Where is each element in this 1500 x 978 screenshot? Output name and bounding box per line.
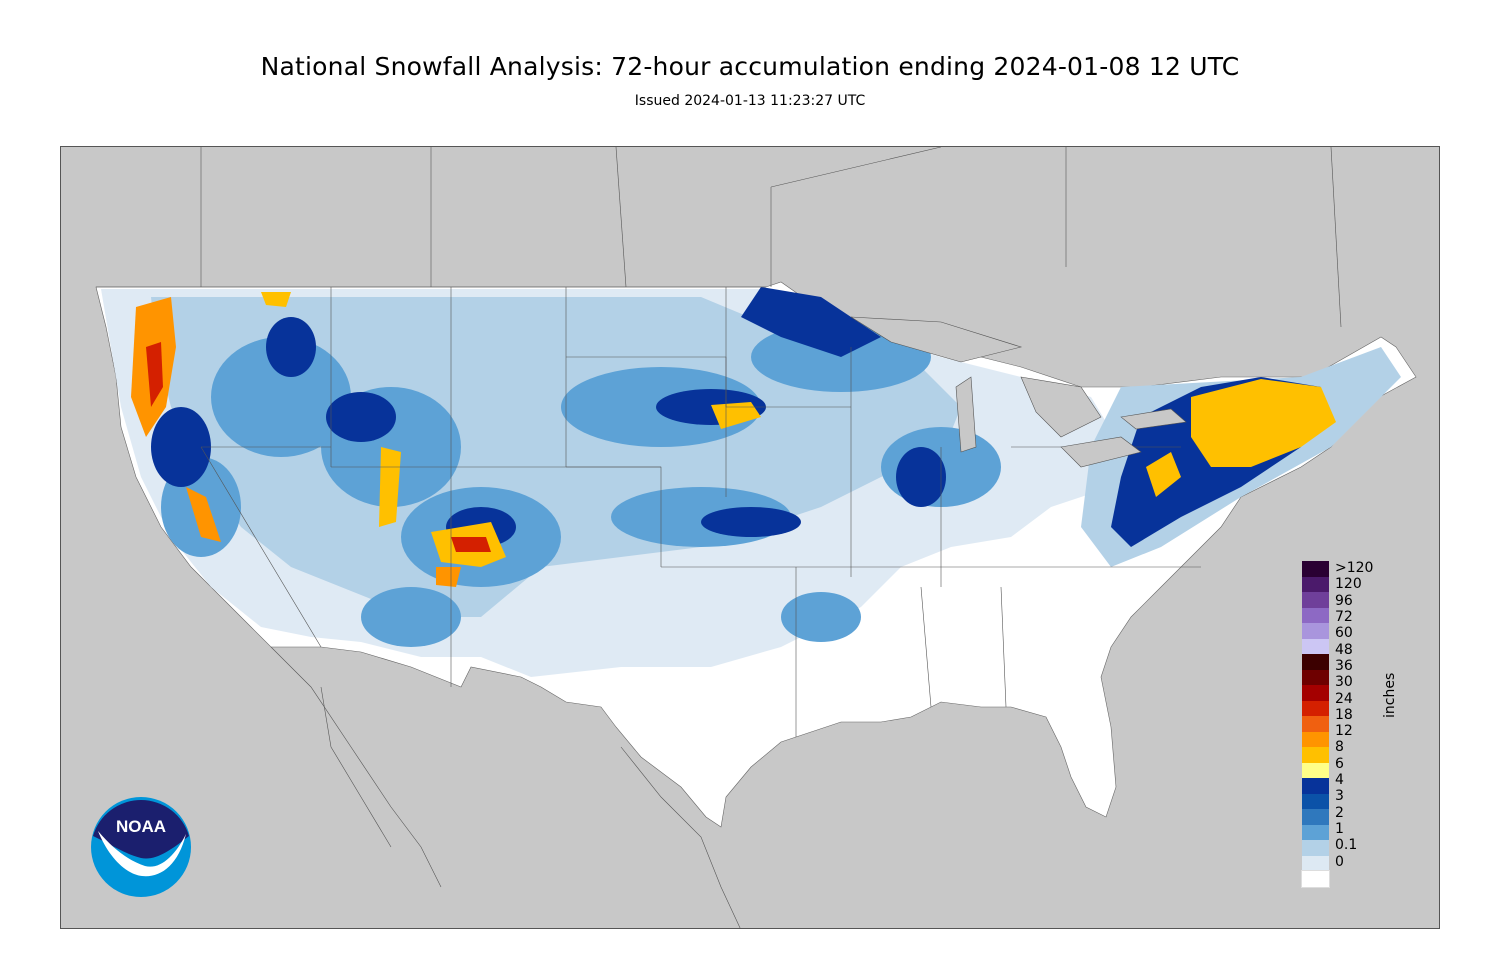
legend-swatch bbox=[1301, 870, 1330, 888]
legend-label: 36 bbox=[1335, 657, 1353, 674]
legend-swatch bbox=[1302, 576, 1329, 593]
legend-swatch bbox=[1302, 607, 1329, 624]
state-borders bbox=[96, 147, 1342, 737]
chart-subtitle: Issued 2024-01-13 11:23:27 UTC bbox=[634, 93, 866, 109]
legend-label: 4 bbox=[1335, 772, 1344, 789]
legend-label: 6 bbox=[1335, 755, 1344, 772]
legend-swatch bbox=[1302, 731, 1329, 748]
snowfall-map bbox=[60, 146, 1440, 929]
legend-label: 18 bbox=[1335, 706, 1353, 723]
chart-title: National Snowfall Analysis: 72-hour accu… bbox=[260, 52, 1240, 81]
legend-swatch bbox=[1302, 700, 1329, 717]
legend-swatch bbox=[1302, 809, 1329, 825]
legend-swatch bbox=[1302, 638, 1329, 655]
legend-swatch bbox=[1302, 747, 1329, 763]
legend-swatch bbox=[1302, 762, 1329, 779]
legend-swatch bbox=[1302, 778, 1329, 794]
legend-units-label: inches bbox=[1382, 672, 1398, 718]
legend-swatch bbox=[1302, 623, 1329, 639]
legend-label: 48 bbox=[1335, 641, 1353, 658]
legend-swatch bbox=[1302, 685, 1329, 701]
logo-text: NOAA bbox=[116, 817, 166, 836]
legend-label: 30 bbox=[1335, 674, 1353, 691]
legend-swatch bbox=[1302, 654, 1329, 670]
legend-label: 3 bbox=[1335, 788, 1344, 805]
legend-label: 72 bbox=[1335, 608, 1353, 625]
map-svg bbox=[95, 147, 1417, 928]
legend-label: 12 bbox=[1335, 723, 1353, 740]
legend-swatch bbox=[1302, 561, 1329, 577]
legend-label: 1 bbox=[1335, 821, 1344, 838]
legend-label: >120 bbox=[1335, 560, 1374, 576]
legend-label: 8 bbox=[1335, 739, 1344, 756]
legend-label: 24 bbox=[1335, 690, 1353, 707]
legend-swatch bbox=[1302, 824, 1329, 841]
legend-swatch bbox=[1302, 793, 1329, 810]
legend-swatch bbox=[1302, 669, 1329, 686]
legend-swatch bbox=[1302, 840, 1329, 856]
legend-label: 120 bbox=[1335, 576, 1362, 593]
mexico-coastline bbox=[270, 646, 741, 928]
snow-extreme-layer bbox=[131, 292, 1336, 587]
legend-label: 2 bbox=[1335, 804, 1344, 821]
legend-label: 0.1 bbox=[1335, 837, 1358, 854]
great-lakes bbox=[850, 316, 1187, 468]
legend-label: 60 bbox=[1335, 625, 1353, 642]
legend-swatch bbox=[1302, 592, 1329, 608]
legend-swatch bbox=[1302, 716, 1329, 732]
legend-label: 96 bbox=[1335, 592, 1353, 609]
noaa-logo-icon: NOAA bbox=[90, 796, 192, 898]
legend-swatch bbox=[1302, 855, 1329, 872]
legend-label: 0 bbox=[1335, 853, 1344, 870]
